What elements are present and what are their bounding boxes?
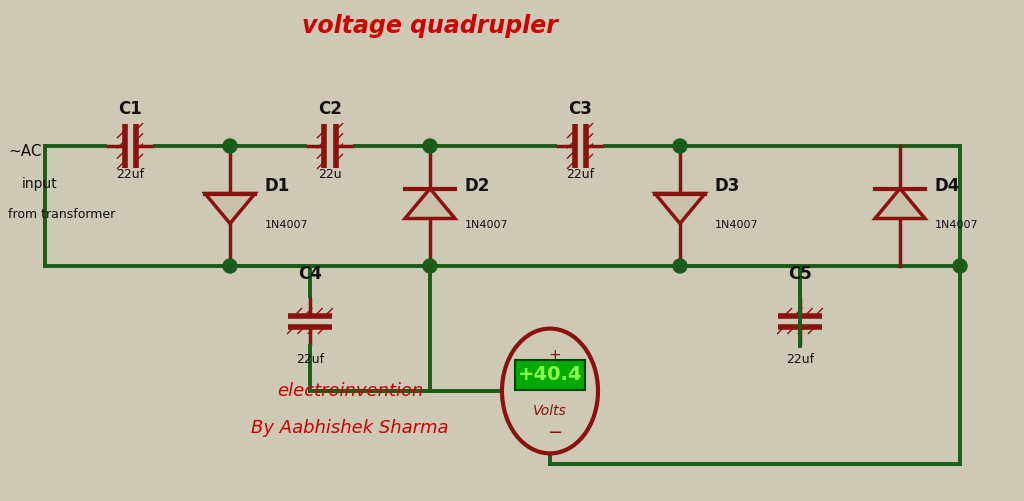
Circle shape — [423, 259, 437, 273]
Circle shape — [673, 259, 687, 273]
Text: C1: C1 — [118, 100, 142, 118]
Polygon shape — [406, 188, 455, 218]
Circle shape — [673, 139, 687, 153]
Text: C4: C4 — [298, 265, 322, 283]
Text: 22uf: 22uf — [296, 353, 324, 366]
Text: +: + — [549, 348, 561, 363]
Text: By Aabhishek Sharma: By Aabhishek Sharma — [251, 419, 449, 437]
Ellipse shape — [502, 329, 598, 453]
Circle shape — [223, 139, 237, 153]
Text: C3: C3 — [568, 100, 592, 118]
Text: D2: D2 — [465, 177, 490, 195]
Circle shape — [223, 259, 237, 273]
Text: 22uf: 22uf — [116, 168, 144, 181]
Polygon shape — [205, 193, 255, 223]
Polygon shape — [874, 188, 925, 218]
FancyBboxPatch shape — [515, 360, 585, 390]
Text: voltage quadrupler: voltage quadrupler — [302, 14, 558, 38]
Text: from transformer: from transformer — [8, 207, 116, 220]
Text: C2: C2 — [318, 100, 342, 118]
Text: D1: D1 — [265, 177, 290, 195]
Text: −: − — [548, 424, 562, 442]
Text: 22u: 22u — [318, 168, 342, 181]
Text: 1N4007: 1N4007 — [465, 220, 509, 230]
Text: electroinvention: electroinvention — [276, 382, 423, 400]
Text: D4: D4 — [935, 177, 961, 195]
Text: Volts: Volts — [534, 404, 567, 418]
Text: 1N4007: 1N4007 — [715, 220, 759, 230]
Polygon shape — [655, 193, 705, 223]
Text: 22uf: 22uf — [786, 353, 814, 366]
Text: 1N4007: 1N4007 — [935, 220, 979, 230]
Circle shape — [953, 259, 967, 273]
Text: C5: C5 — [788, 265, 812, 283]
Text: ~AC: ~AC — [8, 143, 42, 158]
Text: D3: D3 — [715, 177, 740, 195]
Circle shape — [423, 139, 437, 153]
Text: 1N4007: 1N4007 — [265, 220, 308, 230]
Text: 22uf: 22uf — [566, 168, 594, 181]
Text: input: input — [22, 177, 57, 191]
Text: +40.4: +40.4 — [518, 366, 583, 384]
